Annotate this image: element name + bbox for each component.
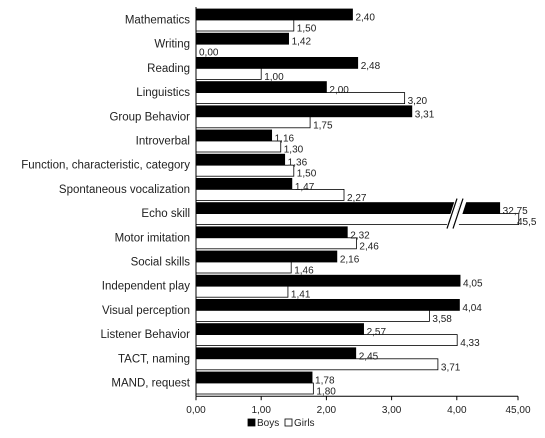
bar-boys-visual-perception (195, 298, 460, 311)
x-tick-label: 1,00 (251, 405, 271, 416)
bar-girls-spontaneous-vocalization (195, 188, 345, 201)
bar-boys-spontaneous-vocalization (195, 177, 293, 190)
value-label-girls-social-skills: 1,46 (294, 266, 314, 277)
category-label-function-characteristic-category: Function, characteristic, category (21, 160, 190, 172)
bar-girls-linguistics (195, 92, 406, 104)
bar-boys-independent-play (195, 274, 461, 287)
value-label-boys-echo-skill: 32,75 (503, 206, 528, 217)
bar-boys-writing (195, 32, 289, 45)
category-label-visual-perception: Visual perception (102, 305, 190, 317)
bar-girls-function-characteristic-category (195, 164, 295, 177)
bar-boys-social-skills (195, 250, 338, 263)
value-label-boys-mand-request: 1,78 (315, 376, 335, 387)
bar-boys-motor-imitation (195, 226, 348, 239)
value-label-girls-reading: 1,00 (264, 72, 284, 83)
value-label-girls-spontaneous-vocalization: 2,27 (347, 193, 367, 204)
category-label-linguistics: Linguistics (136, 87, 190, 99)
value-label-boys-motor-imitation: 2,32 (350, 230, 370, 241)
bar-boys-tact-naming (195, 347, 357, 360)
category-label-tact-naming: TACT, naming (118, 353, 190, 365)
bar-girls-independent-play (195, 285, 289, 298)
value-label-girls-motor-imitation: 2,46 (359, 241, 379, 252)
bar-girls-tact-naming (195, 358, 439, 371)
scale-break-mark (452, 198, 464, 229)
value-label-boys-writing: 1,42 (292, 37, 312, 48)
category-label-echo-skill: Echo skill (141, 208, 190, 220)
x-tick-label: 2,00 (317, 405, 337, 416)
value-label-boys-group-behavior: 3,31 (415, 109, 435, 120)
value-label-girls-echo-skill: 45,5 (517, 217, 537, 228)
value-label-girls-independent-play: 1,41 (291, 290, 311, 301)
scale-break-mark (446, 198, 458, 229)
value-label-boys-listener-behavior: 2,57 (367, 327, 387, 338)
bar-boys-group-behavior (195, 105, 413, 118)
value-label-boys-introverbal: 1,16 (275, 134, 295, 145)
legend-swatch-girls (284, 418, 293, 427)
category-labels: Mathematics Writing Reading Linguistics Grou… (21, 15, 191, 390)
value-label-boys-social-skills: 2,16 (340, 255, 360, 266)
bar-boys-linguistics (195, 81, 327, 93)
bar-boys-function-characteristic-category (195, 153, 286, 166)
x-tick-label: 45,00 (505, 405, 530, 416)
legend-label-boys: Boys (257, 418, 279, 429)
bars (195, 8, 520, 395)
value-label-boys-function-characteristic-category: 1,36 (288, 158, 308, 169)
bar-girls-mathematics (195, 19, 295, 32)
bar-girls-motor-imitation (195, 237, 357, 250)
bar-boys-reading (195, 57, 359, 69)
category-label-mand-request: MAND, request (111, 378, 190, 390)
x-axis: 0,00 1,00 2,00 3,00 4,00 45,00 (186, 7, 531, 416)
value-label-girls-writing: 0,00 (199, 48, 219, 59)
category-label-independent-play: Independent play (102, 281, 190, 293)
value-label-girls-visual-perception: 3,58 (432, 314, 452, 325)
category-label-group-behavior: Group Behavior (109, 111, 190, 123)
value-label-boys-spontaneous-vocalization: 1,47 (295, 182, 315, 193)
x-tick-label: 0,00 (186, 405, 206, 416)
bar-girls-reading (195, 68, 262, 80)
x-tick-label: 4,00 (447, 405, 467, 416)
value-label-boys-tact-naming: 2,45 (359, 351, 379, 362)
bar-boys-listener-behavior (195, 323, 364, 336)
bar-girls-echo-skill (195, 213, 520, 226)
bar-girls-social-skills (195, 261, 292, 274)
bar-boys-mand-request (195, 371, 313, 384)
x-tick-label: 3,00 (382, 405, 402, 416)
value-label-girls-group-behavior: 1,75 (313, 120, 333, 131)
value-label-girls-listener-behavior: 4,33 (460, 338, 480, 349)
category-label-listener-behavior: Listener Behavior (101, 329, 191, 341)
bar-girls-group-behavior (195, 116, 311, 129)
value-label-girls-linguistics: 3,20 (408, 96, 428, 107)
bar-girls-introverbal (195, 140, 282, 153)
value-label-boys-reading: 2,48 (361, 61, 381, 72)
value-labels: 2,40 1,50 1,42 0,00 2,48 1,00 2,00 3,20 3,31 1,75… (199, 13, 537, 398)
category-label-introverbal: Introverbal (136, 136, 190, 148)
value-label-boys-linguistics: 2,00 (329, 85, 349, 96)
bar-boys-introverbal (195, 129, 273, 142)
value-label-boys-independent-play: 4,05 (463, 279, 483, 290)
value-label-girls-mand-request: 1,80 (316, 387, 336, 398)
value-label-girls-mathematics: 1,50 (297, 24, 317, 35)
value-label-girls-function-characteristic-category: 1,50 (297, 169, 317, 180)
bar-girls-mand-request (195, 382, 314, 395)
bar-girls-listener-behavior (195, 334, 458, 347)
category-label-spontaneous-vocalization: Spontaneous vocalization (59, 184, 190, 196)
category-label-social-skills: Social skills (131, 257, 191, 269)
bar-boys-mathematics (195, 8, 353, 21)
category-label-mathematics: Mathematics (125, 15, 190, 27)
legend-swatch-boys (247, 418, 256, 427)
category-label-reading: Reading (147, 63, 190, 75)
value-label-boys-visual-perception: 4,04 (462, 303, 482, 314)
legend-label-girls: Girls (294, 418, 315, 429)
value-label-boys-mathematics: 2,40 (355, 13, 375, 24)
value-label-girls-tact-naming: 3,71 (441, 362, 461, 373)
category-label-writing: Writing (154, 39, 190, 51)
category-label-motor-imitation: Motor imitation (115, 232, 190, 244)
value-label-girls-introverbal: 1,30 (284, 145, 304, 156)
bar-girls-visual-perception (195, 309, 430, 322)
legend: Boys Girls (247, 418, 315, 429)
